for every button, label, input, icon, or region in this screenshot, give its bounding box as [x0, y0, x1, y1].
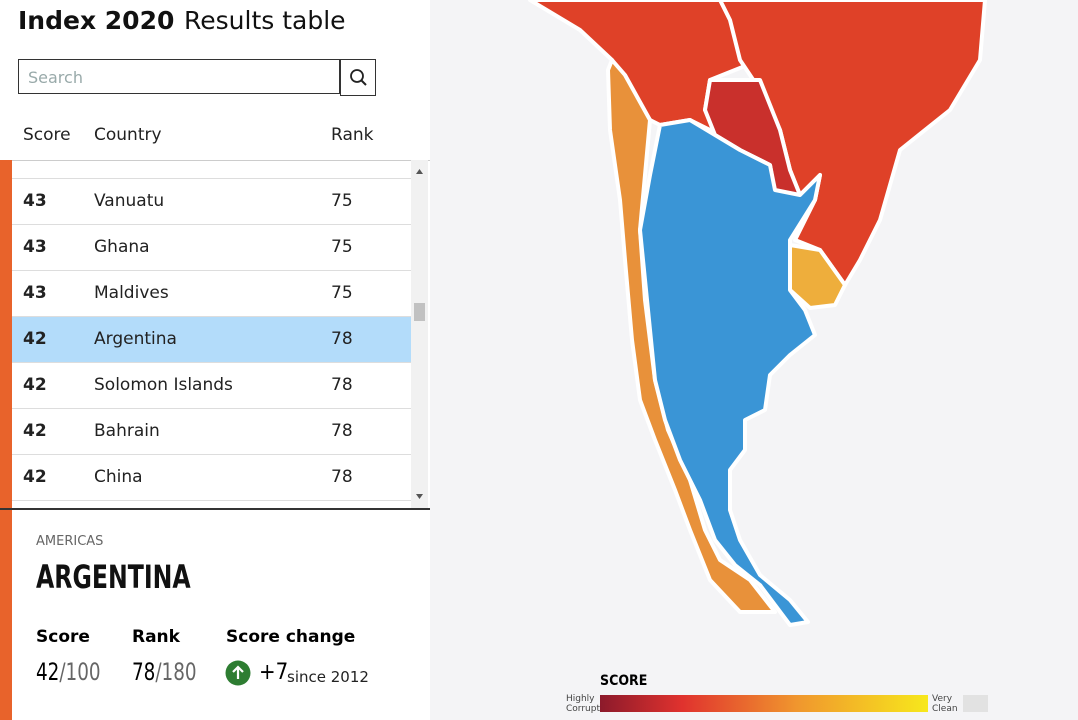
country: Ghana [94, 237, 150, 257]
change-label: Score change [226, 627, 356, 647]
table-row[interactable]: 43 Maldives 75 [12, 271, 411, 317]
table-row[interactable]: 42 China 78 [12, 455, 411, 501]
since: since 2012 [287, 668, 369, 686]
score: 42 [23, 421, 47, 441]
country-name: ARGENTINA [36, 558, 191, 596]
score: 42 [23, 467, 47, 487]
search-input[interactable]: Search [18, 59, 340, 94]
legend-title: SCORE [600, 673, 648, 689]
rank: 75 [331, 237, 353, 257]
country: Maldives [94, 283, 169, 303]
no-data-swatch [963, 695, 988, 712]
uruguay[interactable] [788, 243, 847, 310]
score: 44 [23, 160, 47, 165]
search-button[interactable] [340, 59, 376, 96]
country: Vanuatu [94, 191, 165, 211]
legend-high: Very Clean [932, 694, 958, 714]
legend-low: Highly Corrupt [566, 694, 600, 714]
paraguay[interactable] [703, 78, 802, 197]
tab[interactable]: Results table [184, 6, 346, 35]
divider [0, 160, 430, 161]
region: AMERICAS [36, 534, 104, 549]
results-table: 44 Tunisia 69 43 Vanuatu 75 43 Ghana 75 43 Maldive… [12, 160, 411, 508]
score-label: Score [36, 627, 90, 647]
legend-gradient [600, 695, 928, 712]
country: Solomon Islands [94, 375, 233, 395]
rank-max: /180 [155, 658, 197, 686]
country: Bahrain [94, 421, 160, 441]
country: Argentina [94, 329, 177, 349]
country: Tunisia [94, 160, 152, 165]
rank: 78 [331, 421, 353, 441]
score: 43 [23, 237, 47, 257]
rank-label: Rank [132, 627, 180, 647]
rank: 75 [331, 283, 353, 303]
column-header[interactable]: Country [94, 125, 162, 145]
table-row[interactable]: 42 Bahrain 78 [12, 409, 411, 455]
table-row[interactable]: 42 Argentina 78 [12, 317, 411, 363]
brazil[interactable] [718, 0, 987, 287]
country: China [94, 467, 143, 487]
argentina[interactable] [638, 118, 822, 627]
up-icon [225, 660, 251, 690]
table-row[interactable]: 44 Tunisia 69 [12, 160, 411, 179]
rank: 69 [331, 160, 353, 165]
table-row[interactable]: 42 Solomon Islands 78 [12, 363, 411, 409]
accent-stripe [0, 160, 12, 720]
title: Index 2020 [18, 6, 175, 35]
rank: 78 [331, 467, 353, 487]
table-row[interactable]: 43 Ghana 75 [12, 225, 411, 271]
score: 42 [23, 375, 47, 395]
table-row[interactable]: 43 Vanuatu 75 [12, 179, 411, 225]
score-change: +7 [259, 660, 289, 685]
score: 43 [23, 191, 47, 211]
column-header[interactable]: Score [23, 125, 71, 145]
rank: 78 [331, 329, 353, 349]
search-icon [350, 69, 367, 86]
column-header[interactable]: Rank [331, 125, 374, 145]
score-max: /100 [59, 658, 101, 686]
results-panel: Index 2020 Results table Search Score Co… [0, 0, 430, 720]
scrollbar-graphics [414, 169, 425, 499]
peru-bolivia[interactable] [528, 0, 762, 137]
score: 42 [23, 329, 47, 349]
rank: 75 [331, 191, 353, 211]
score: 42 [36, 658, 60, 686]
rank: 78 [331, 375, 353, 395]
chile[interactable] [606, 58, 777, 614]
divider [0, 508, 430, 510]
score: 43 [23, 283, 47, 303]
rank: 78 [132, 658, 156, 686]
scrollbar[interactable] [411, 160, 428, 508]
